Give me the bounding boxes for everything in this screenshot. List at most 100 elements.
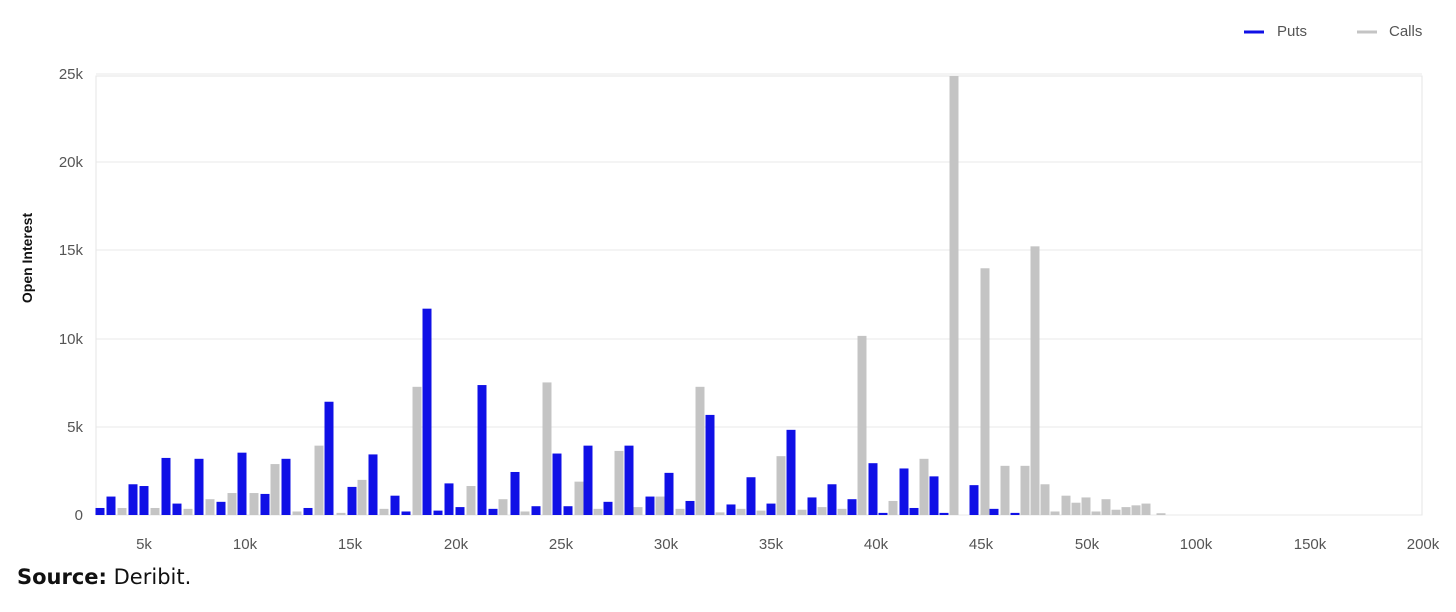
calls-bar xyxy=(574,481,584,515)
x-tick-label: 200k xyxy=(1407,536,1440,553)
x-tick-label: 20k xyxy=(444,536,469,553)
puts-bar xyxy=(390,495,400,515)
puts-bar xyxy=(786,429,796,515)
puts-bar xyxy=(989,508,999,515)
x-tick-label: 30k xyxy=(654,536,679,553)
calls-bar xyxy=(1050,511,1060,515)
calls-bar xyxy=(980,268,990,515)
x-tick-label: 15k xyxy=(338,536,363,553)
puts-bar xyxy=(510,471,520,515)
calls-bar xyxy=(919,458,929,515)
calls-bar xyxy=(837,508,847,515)
puts-bar xyxy=(106,496,116,515)
calls-bar xyxy=(314,445,324,515)
puts-bar xyxy=(685,500,695,515)
legend-calls-label: Calls xyxy=(1389,23,1422,40)
calls-bar xyxy=(1000,465,1010,515)
puts-bar xyxy=(807,497,817,515)
calls-bar xyxy=(336,512,346,515)
calls-bar xyxy=(542,382,552,515)
puts-bar xyxy=(347,486,357,515)
calls-bar xyxy=(736,508,746,515)
puts-bar xyxy=(488,508,498,515)
puts-bar xyxy=(766,503,776,515)
x-tick-label: 5k xyxy=(136,536,152,553)
x-tick-label: 150k xyxy=(1294,536,1327,553)
puts-bar xyxy=(583,445,593,515)
calls-bar xyxy=(379,508,389,515)
calls-bar xyxy=(1111,509,1121,515)
puts-bar xyxy=(161,457,171,515)
calls-bar xyxy=(227,493,237,515)
y-tick-label: 15k xyxy=(59,242,84,259)
puts-bar xyxy=(603,501,613,515)
calls-bar xyxy=(1081,497,1091,515)
puts-bar xyxy=(878,512,888,515)
puts-bar xyxy=(1010,512,1020,515)
calls-bar xyxy=(888,500,898,515)
puts-bar xyxy=(324,401,334,515)
puts-bar xyxy=(194,458,204,515)
calls-bar xyxy=(633,507,643,515)
calls-bar xyxy=(756,510,766,515)
puts-bar xyxy=(746,477,756,515)
open-interest-chart: 0 5k 10k 15k 20k 25k Open Interest 5k 10k 15k 20k 2… xyxy=(19,23,1440,553)
puts-bar xyxy=(237,452,247,515)
puts-bar xyxy=(929,476,939,515)
calls-bar xyxy=(1030,246,1040,515)
y-tick-label: 0 xyxy=(75,507,83,524)
calls-bar xyxy=(117,507,127,515)
calls-bar xyxy=(466,486,476,515)
calls-bar xyxy=(949,76,959,515)
calls-bar xyxy=(695,386,705,515)
puts-bar xyxy=(531,506,541,515)
y-axis-title: Open Interest xyxy=(19,213,35,304)
calls-bar xyxy=(593,508,603,515)
x-tick-label: 45k xyxy=(969,536,994,553)
puts-bar xyxy=(281,458,291,515)
calls-bar xyxy=(715,512,725,515)
puts-bar xyxy=(455,507,465,515)
calls-bar xyxy=(150,507,160,515)
x-tick-label: 40k xyxy=(864,536,889,553)
plot-border xyxy=(95,75,1423,516)
puts-bar xyxy=(433,510,443,515)
puts-bar xyxy=(827,484,837,515)
puts-bar xyxy=(868,463,878,515)
calls-bar xyxy=(498,499,508,515)
puts-bar xyxy=(705,414,715,515)
puts-bar xyxy=(664,472,674,515)
calls-bar xyxy=(249,493,259,515)
x-tick-label: 25k xyxy=(549,536,574,553)
calls-bar xyxy=(655,496,665,515)
calls-bar xyxy=(412,386,422,515)
x-tick-label: 35k xyxy=(759,536,784,553)
calls-bar xyxy=(797,509,807,515)
puts-bar xyxy=(563,506,573,515)
calls-bar xyxy=(292,511,302,515)
puts-bar xyxy=(444,483,454,515)
calls-bar xyxy=(675,508,685,515)
puts-bar xyxy=(847,499,857,515)
calls-bar xyxy=(183,508,193,515)
calls-bar xyxy=(817,507,827,515)
puts-bar xyxy=(216,501,226,515)
calls-bar xyxy=(1156,513,1166,515)
source-label: Source: xyxy=(17,565,107,589)
y-tick-label: 20k xyxy=(59,154,84,171)
source-note: Source: Deribit. xyxy=(17,565,191,589)
calls-bar xyxy=(1101,499,1111,515)
puts-bar xyxy=(899,468,909,515)
source-text: Deribit. xyxy=(113,565,192,589)
calls-bar xyxy=(1141,503,1151,515)
puts-bar xyxy=(909,507,919,515)
calls-bar xyxy=(614,450,624,515)
puts-bar xyxy=(624,445,634,515)
calls-bar xyxy=(1020,465,1030,515)
y-tick-label: 25k xyxy=(59,66,84,83)
puts-bar xyxy=(726,504,736,515)
puts-bar xyxy=(260,493,270,515)
puts-bar xyxy=(368,454,378,515)
calls-bar xyxy=(1061,495,1071,515)
calls-bar xyxy=(1040,484,1050,515)
